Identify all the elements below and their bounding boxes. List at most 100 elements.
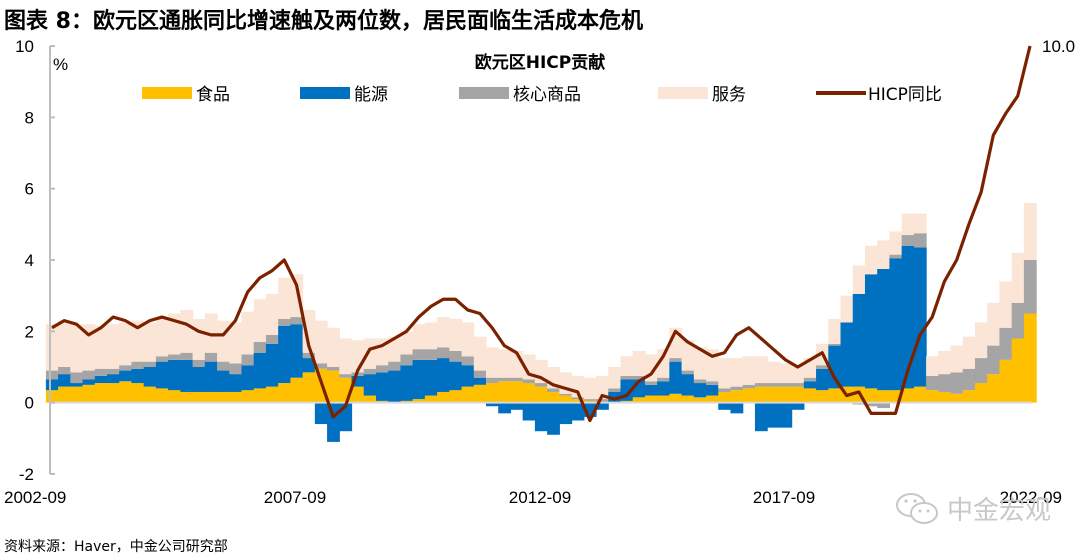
bar-energy xyxy=(730,403,743,414)
bar-energy xyxy=(278,326,291,383)
bar-energy xyxy=(437,358,450,392)
bar-services xyxy=(107,324,120,369)
legend-swatch-energy xyxy=(300,87,350,99)
bar-energy xyxy=(205,362,218,392)
bar-services xyxy=(278,278,291,319)
bar-energy xyxy=(83,379,96,384)
bar-energy xyxy=(70,383,83,387)
bar-food xyxy=(535,387,548,403)
bar-food xyxy=(975,383,988,403)
bar-services xyxy=(730,358,743,387)
bar-food xyxy=(327,371,340,403)
bar-energy xyxy=(474,378,487,385)
bar-food xyxy=(559,396,572,403)
bar-core-goods xyxy=(193,360,206,367)
bar-energy xyxy=(657,381,670,395)
bar-food xyxy=(303,372,316,402)
legend-label-core-goods: 核心商品 xyxy=(513,85,581,105)
bar-services xyxy=(608,367,621,388)
bar-food xyxy=(987,374,1000,403)
legend-item-core-goods: 核心商品 xyxy=(459,85,581,105)
bar-core-goods xyxy=(510,378,523,382)
x-tick-label: 2007-09 xyxy=(264,488,326,507)
bar-energy xyxy=(779,403,792,428)
bar-food xyxy=(657,396,670,403)
bar-food xyxy=(926,390,939,402)
bar-energy xyxy=(376,372,389,401)
bar-core-goods xyxy=(963,369,976,390)
bar-core-goods xyxy=(462,356,475,365)
bar-core-goods xyxy=(584,399,597,401)
bar-core-goods xyxy=(290,317,303,324)
bar-food xyxy=(425,396,438,403)
bar-core-goods xyxy=(572,397,585,399)
wechat-icon xyxy=(895,491,941,527)
bar-services xyxy=(217,321,230,362)
bar-core-goods xyxy=(951,372,964,393)
bar-core-goods xyxy=(694,379,707,383)
bar-core-goods xyxy=(779,383,792,387)
bar-energy xyxy=(449,362,462,391)
bar-energy xyxy=(694,383,707,397)
bar-services xyxy=(779,363,792,383)
bar-food xyxy=(963,390,976,402)
bar-food xyxy=(486,383,499,403)
bar-core-goods xyxy=(669,358,682,362)
bar-energy xyxy=(718,403,731,410)
bar-core-goods xyxy=(474,371,487,378)
bar-core-goods xyxy=(388,362,401,371)
bar-food xyxy=(877,390,890,402)
bar-core-goods xyxy=(559,394,572,396)
bar-services xyxy=(620,356,633,376)
bar-core-goods xyxy=(804,378,817,382)
bar-food xyxy=(865,388,878,402)
bar-food xyxy=(828,388,841,402)
bar-core-goods xyxy=(119,365,132,370)
end-value-label: 10.0 xyxy=(1042,37,1075,56)
bar-food xyxy=(718,392,731,403)
bar-food xyxy=(131,383,144,403)
bar-core-goods xyxy=(400,355,413,366)
bar-food xyxy=(816,390,829,402)
bar-energy xyxy=(241,365,254,390)
bar-services xyxy=(853,265,866,294)
bar-energy xyxy=(877,269,890,390)
bar-core-goods xyxy=(926,376,939,390)
bar-core-goods xyxy=(718,388,731,392)
bar-food xyxy=(755,387,768,403)
y-tick-label: 10 xyxy=(15,37,34,56)
bar-food xyxy=(999,360,1012,403)
bar-core-goods xyxy=(743,385,756,389)
y-tick-label: 2 xyxy=(25,322,34,341)
bar-services xyxy=(889,231,902,254)
bar-core-goods xyxy=(828,344,841,346)
bar-core-goods xyxy=(364,369,377,374)
bar-services xyxy=(70,324,83,372)
bar-services xyxy=(462,322,475,356)
bar-food xyxy=(156,388,169,402)
bar-food xyxy=(743,388,756,402)
bar-food xyxy=(437,392,450,403)
bar-core-goods xyxy=(1012,303,1025,339)
bar-energy xyxy=(755,403,768,432)
bar-energy xyxy=(535,403,548,432)
watermark: 中金宏观 xyxy=(895,490,1051,527)
bar-core-goods xyxy=(486,378,499,383)
bar-core-goods xyxy=(987,346,1000,375)
bar-services xyxy=(144,322,157,361)
bar-food xyxy=(462,387,475,403)
bar-food xyxy=(83,385,96,403)
bar-services xyxy=(327,328,340,367)
bar-food xyxy=(144,387,157,403)
x-tick-label: 2012-09 xyxy=(509,488,571,507)
bar-food xyxy=(706,396,719,403)
bar-services xyxy=(413,324,426,349)
bar-energy xyxy=(523,403,536,421)
bar-services xyxy=(914,214,927,234)
bar-services xyxy=(975,322,988,358)
bar-energy xyxy=(669,362,682,394)
x-tick-label: 2002-09 xyxy=(4,488,66,507)
bar-services xyxy=(987,303,1000,346)
bar-food xyxy=(951,394,964,403)
